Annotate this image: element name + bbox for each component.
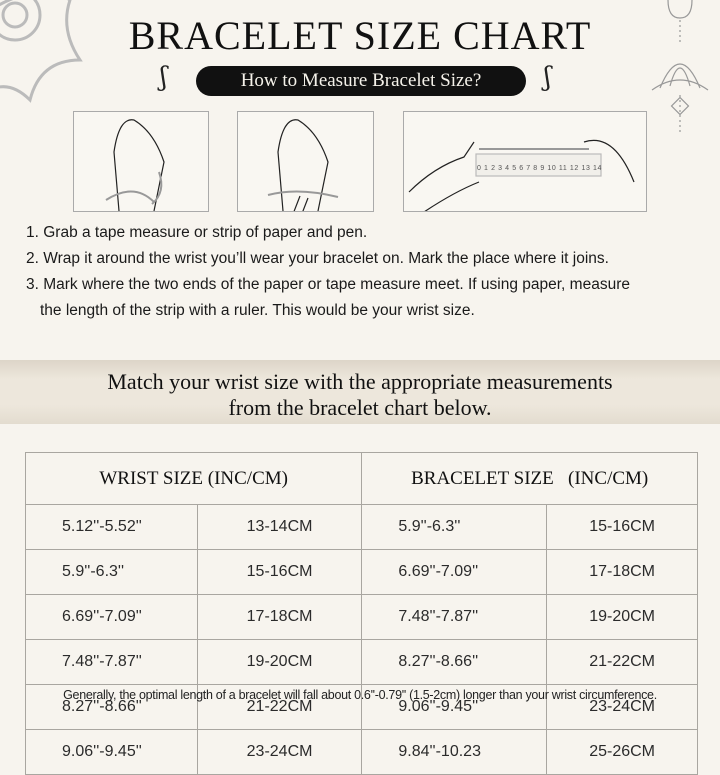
- bracelet-size-header: BRACELET SIZE (INC/CM): [361, 452, 698, 505]
- banner-line-1: Match your wrist size with the appropria…: [107, 369, 613, 394]
- mandala-decoration: [0, 0, 83, 103]
- wrist-inches-cell: 5.9''-6.3'': [25, 549, 198, 595]
- wrist-inches-cell: 9.06''-9.45'': [25, 729, 198, 775]
- bracelet-cm-cell: 21-22CM: [546, 639, 698, 685]
- wrist-cm-cell: 17-18CM: [196, 594, 363, 640]
- footer-note: Generally, the optimal length of a brace…: [63, 688, 657, 702]
- table-header: WRIST SIZE (INC/CM) BRACELET SIZE (INC/C…: [24, 452, 698, 505]
- wrist-inches-cell: 5.12''-5.52'': [25, 504, 198, 550]
- illustration-ruler: 0 1 2 3 4 5 6 7 8 9 10 11 12 13 14: [403, 111, 647, 213]
- wrist-inches-cell: 7.48''-7.87'': [25, 639, 198, 685]
- wrist-size-header: WRIST SIZE (INC/CM): [24, 452, 363, 505]
- wrist-cm-cell: 19-20CM: [196, 639, 363, 685]
- lotus-decoration: [651, 0, 709, 135]
- bracelet-inches-cell: 5.9''-6.3'': [361, 504, 548, 550]
- wrist-cm-cell: 23-24CM: [196, 729, 363, 775]
- table-row: 6.69''-7.09'' 17-18CM 7.48''-7.87'' 19-20CM: [25, 594, 698, 640]
- step-3: 3. Mark where the two ends of the paper …: [26, 276, 630, 293]
- bracelet-inches-cell: 8.27''-8.66'': [361, 639, 548, 685]
- bracelet-cm-cell: 19-20CM: [546, 594, 698, 640]
- bracelet-cm-cell: 17-18CM: [546, 549, 698, 595]
- bracelet-cm-cell: 15-16CM: [546, 504, 698, 550]
- match-banner: Match your wrist size with the appropria…: [0, 360, 720, 424]
- table-row: 7.48''-7.87'' 19-20CM 8.27''-8.66'' 21-22CM: [25, 639, 698, 685]
- step-3-continued: the length of the strip with a ruler. Th…: [40, 302, 475, 319]
- illustration-wrap-tape: [73, 111, 209, 212]
- wrist-cm-cell: 13-14CM: [196, 504, 363, 550]
- table-row: 5.12''-5.52'' 13-14CM 5.9''-6.3'' 15-16CM: [25, 504, 698, 550]
- ruler-numbers: 0 1 2 3 4 5 6 7 8 9 10 11 12 13 14: [477, 165, 602, 172]
- hand-pen-icon: [267, 119, 339, 230]
- swirl-ornament-right: ʃ: [544, 62, 552, 92]
- bracelet-inches-cell: 9.84''-10.23: [361, 729, 548, 775]
- step-2: 2. Wrap it around the wrist you’ll wear …: [26, 250, 609, 267]
- table-row: 9.06''-9.45'' 23-24CM 9.84''-10.23 25-26CM: [25, 729, 698, 775]
- hand-tape-icon: [105, 119, 165, 212]
- table-row: 5.9''-6.3'' 15-16CM 6.69''-7.09'' 17-18CM: [25, 549, 698, 595]
- step-1: 1. Grab a tape measure or strip of paper…: [26, 224, 368, 241]
- banner-line-2: from the bracelet chart below.: [228, 395, 492, 420]
- wrist-cm-cell: 15-16CM: [196, 549, 363, 595]
- hands-ruler-icon: [408, 139, 635, 213]
- bracelet-inches-cell: 6.69''-7.09'': [361, 549, 548, 595]
- bracelet-inches-cell: 7.48''-7.87'': [361, 594, 548, 640]
- instructions-list: 1. Grab a tape measure or strip of paper…: [26, 220, 630, 324]
- illustration-mark-pen: [237, 111, 374, 230]
- swirl-ornament-left: ʃ: [160, 62, 168, 92]
- size-table: WRIST SIZE (INC/CM) BRACELET SIZE (INC/C…: [24, 452, 698, 775]
- subtitle-pill: How to Measure Bracelet Size?: [196, 66, 526, 96]
- page-title: BRACELET SIZE CHART: [128, 13, 592, 58]
- bracelet-cm-cell: 25-26CM: [546, 729, 698, 775]
- wrist-inches-cell: 6.69''-7.09'': [25, 594, 198, 640]
